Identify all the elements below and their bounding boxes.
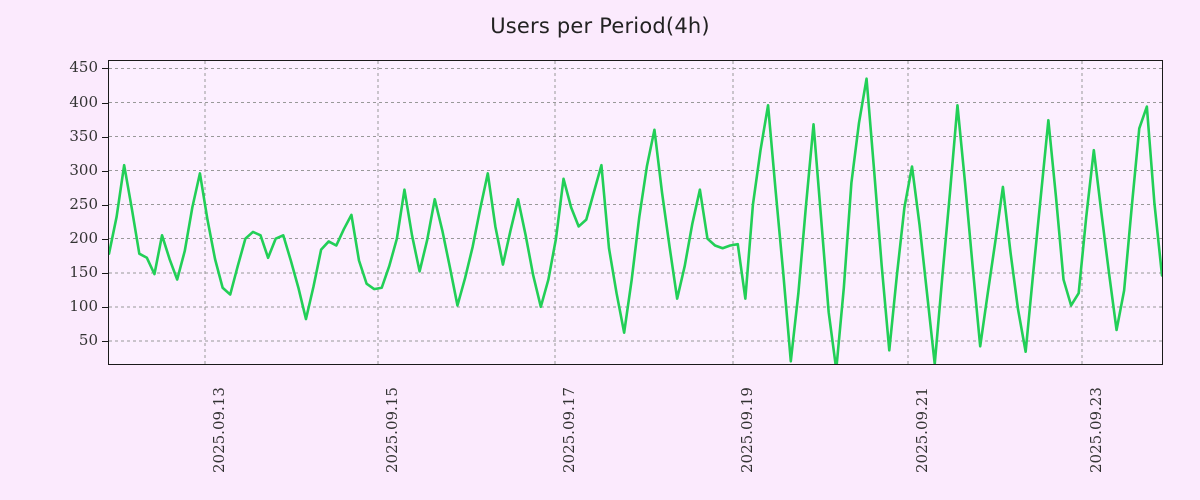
x-tick-label: 2025.09.23 — [1087, 387, 1105, 473]
x-tick-label: 2025.09.17 — [560, 387, 578, 473]
y-tick-label: 50 — [78, 330, 98, 349]
y-tick-label: 150 — [69, 262, 98, 281]
x-tick-label: 2025.09.19 — [738, 387, 756, 473]
x-tick-label: 2025.09.21 — [913, 387, 931, 473]
series-polyline — [109, 77, 1162, 364]
users-line-series — [109, 77, 1162, 364]
y-tick-label: 450 — [69, 58, 98, 77]
x-tick-label: 2025.09.13 — [210, 387, 228, 473]
grid-lines — [109, 61, 1162, 364]
chart-title: Users per Period(4h) — [490, 14, 710, 38]
y-tick-label: 400 — [69, 92, 98, 111]
y-tick-label: 200 — [69, 228, 98, 247]
y-tick-label: 250 — [69, 194, 98, 213]
y-tick-label: 350 — [69, 126, 98, 145]
y-tick-label: 300 — [69, 160, 98, 179]
y-tick-label: 100 — [69, 296, 98, 315]
x-tick-label: 2025.09.15 — [383, 387, 401, 473]
plot-area — [108, 60, 1163, 365]
y-axis-labels: 50 100 150 200 250 300 350 400 450 — [30, 0, 98, 500]
